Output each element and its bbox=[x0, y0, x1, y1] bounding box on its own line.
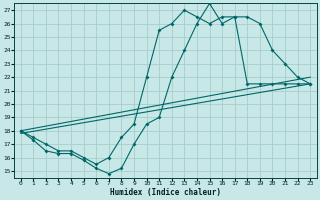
X-axis label: Humidex (Indice chaleur): Humidex (Indice chaleur) bbox=[110, 188, 221, 197]
